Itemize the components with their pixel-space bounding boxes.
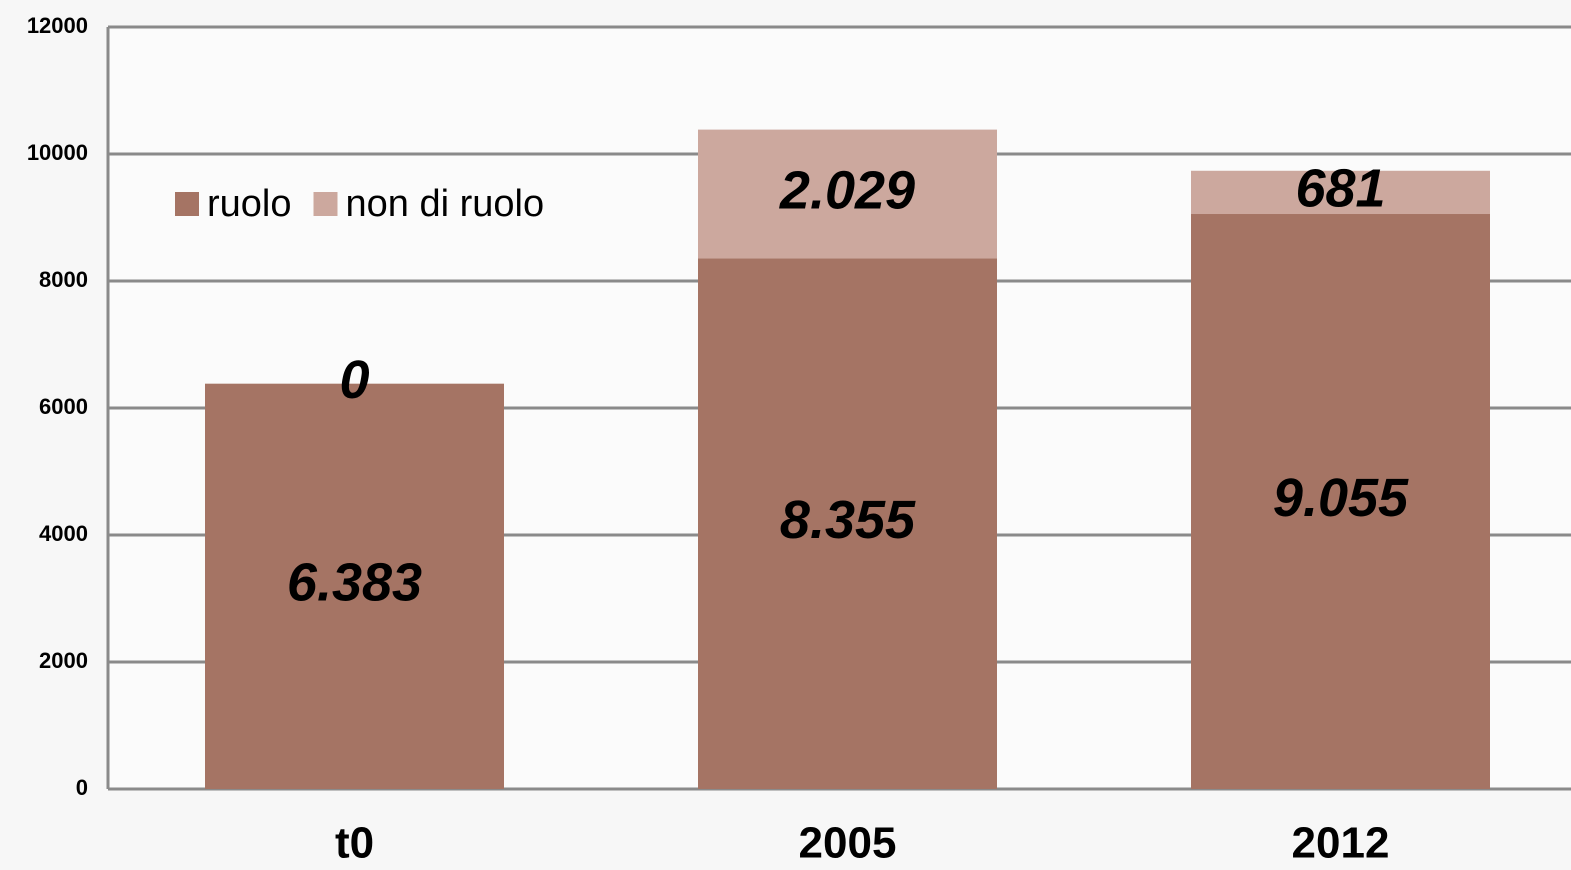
bar-segment — [1191, 214, 1490, 789]
x-tick-label: 2005 — [799, 819, 897, 868]
legend-label: non di ruolo — [346, 183, 545, 225]
legend-swatch — [175, 192, 199, 216]
legend-label: ruolo — [207, 183, 292, 225]
bar-segment — [205, 383, 504, 789]
value-label: 8.355 — [780, 490, 916, 550]
y-tick-label: 4000 — [39, 521, 88, 546]
y-tick-label: 0 — [76, 775, 88, 800]
bar-segment — [1191, 170, 1490, 215]
value-label: 681 — [1295, 159, 1385, 219]
x-tick-label: 2012 — [1292, 819, 1390, 868]
x-tick-label: t0 — [335, 819, 374, 868]
y-tick-label: 8000 — [39, 267, 88, 292]
value-label: 9.055 — [1273, 468, 1409, 528]
bar-segment — [698, 129, 997, 259]
value-label: 2.029 — [779, 160, 915, 220]
y-tick-label: 12000 — [27, 13, 88, 38]
y-tick-label: 2000 — [39, 648, 88, 673]
y-tick-label: 10000 — [27, 140, 88, 165]
value-label: 0 — [339, 350, 369, 410]
legend-swatch — [313, 192, 338, 216]
bar-segment — [698, 258, 997, 789]
y-tick-label: 6000 — [39, 394, 88, 419]
value-label: 6.383 — [287, 553, 422, 613]
